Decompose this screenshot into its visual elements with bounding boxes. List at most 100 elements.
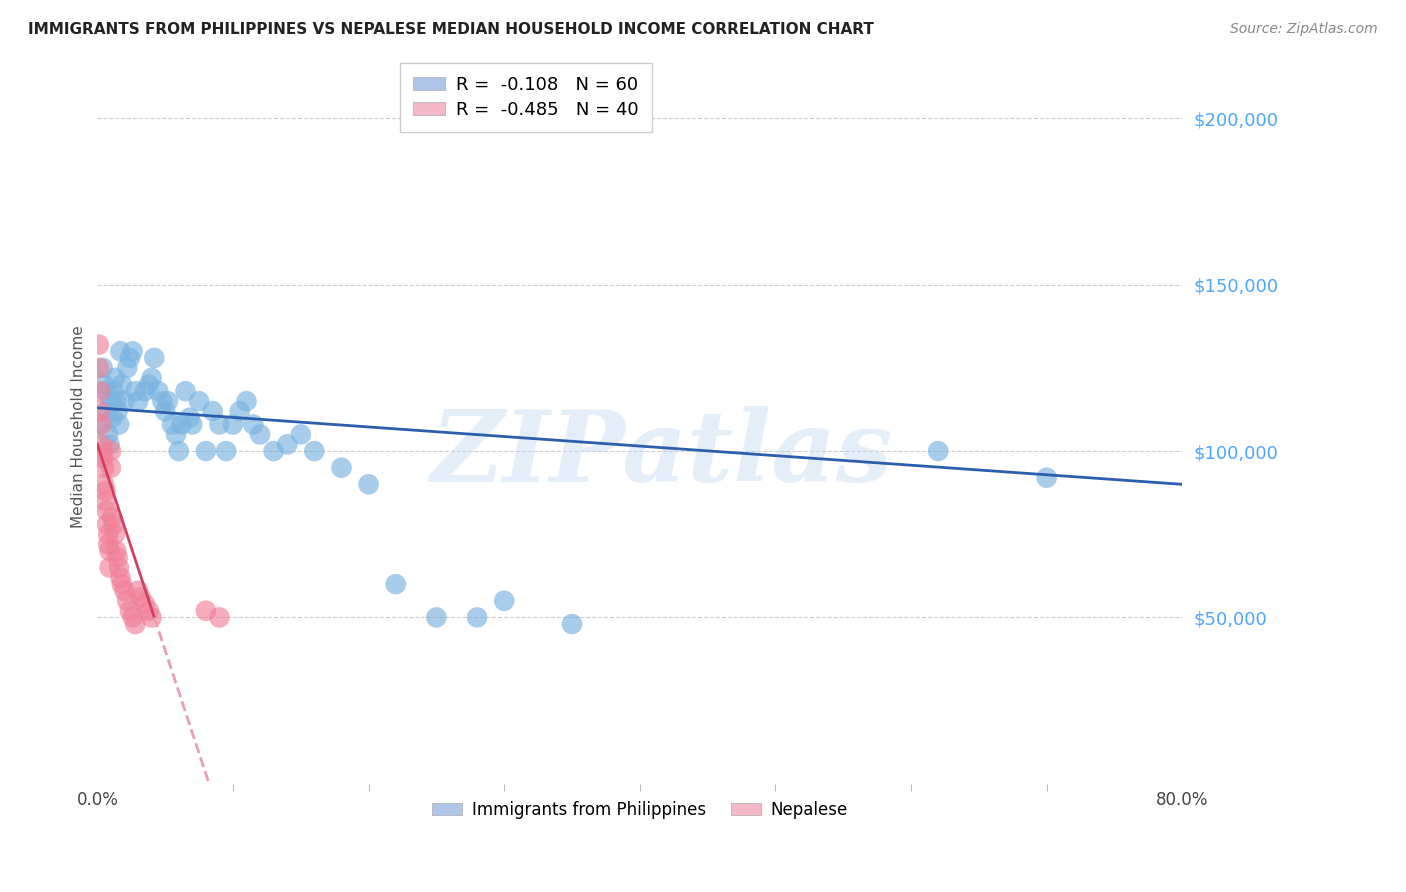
Point <box>100 460 122 475</box>
Point <box>108 417 131 432</box>
Point <box>101 410 124 425</box>
Point <box>93 377 115 392</box>
Point <box>96 504 118 518</box>
Point <box>222 417 245 432</box>
Point <box>103 517 125 532</box>
Point <box>105 544 128 558</box>
Text: Source: ZipAtlas.com: Source: ZipAtlas.com <box>1230 22 1378 37</box>
Text: ZIPatlas: ZIPatlas <box>430 407 893 503</box>
Point <box>181 417 204 432</box>
Point <box>242 417 264 432</box>
Point <box>141 610 163 624</box>
Point <box>134 384 156 399</box>
Point <box>384 577 406 591</box>
Point <box>134 597 156 611</box>
Point <box>94 494 117 508</box>
Point <box>91 450 114 465</box>
Point <box>235 394 257 409</box>
Point <box>100 394 122 409</box>
Point <box>263 444 285 458</box>
Point <box>129 591 152 605</box>
Point <box>97 527 120 541</box>
Point <box>118 604 141 618</box>
Point <box>98 560 121 574</box>
Point <box>138 377 160 392</box>
Point <box>561 617 583 632</box>
Point <box>127 394 149 409</box>
Point <box>357 477 380 491</box>
Point <box>87 360 110 375</box>
Point <box>104 371 127 385</box>
Text: IMMIGRANTS FROM PHILIPPINES VS NEPALESE MEDIAN HOUSEHOLD INCOME CORRELATION CHAR: IMMIGRANTS FROM PHILIPPINES VS NEPALESE … <box>28 22 875 37</box>
Y-axis label: Median Household Income: Median Household Income <box>72 325 86 527</box>
Point <box>89 384 111 399</box>
Point <box>107 550 129 565</box>
Legend: Immigrants from Philippines, Nepalese: Immigrants from Philippines, Nepalese <box>425 794 855 825</box>
Point <box>165 427 187 442</box>
Point <box>153 404 176 418</box>
Point <box>111 577 134 591</box>
Point <box>124 617 146 632</box>
Point <box>97 427 120 442</box>
Point <box>114 394 136 409</box>
Point <box>110 344 132 359</box>
Point <box>89 417 111 432</box>
Point <box>115 360 138 375</box>
Point <box>152 394 174 409</box>
Point <box>148 384 170 399</box>
Point <box>138 604 160 618</box>
Point <box>96 517 118 532</box>
Point <box>111 377 134 392</box>
Point <box>127 583 149 598</box>
Point <box>89 404 111 418</box>
Point <box>194 444 217 458</box>
Point <box>194 604 217 618</box>
Point <box>304 444 326 458</box>
Point <box>104 527 127 541</box>
Point <box>96 404 118 418</box>
Point <box>167 444 190 458</box>
Point <box>425 610 447 624</box>
Point <box>494 594 516 608</box>
Point <box>91 444 114 458</box>
Point <box>115 594 138 608</box>
Point <box>94 483 117 498</box>
Point <box>90 417 112 432</box>
Point <box>121 610 143 624</box>
Point <box>330 460 353 475</box>
Point <box>160 417 183 432</box>
Point <box>143 351 166 365</box>
Point <box>179 410 201 425</box>
Point <box>174 384 197 399</box>
Point <box>208 417 231 432</box>
Point <box>1035 471 1057 485</box>
Point <box>249 427 271 442</box>
Point <box>98 544 121 558</box>
Point <box>290 427 312 442</box>
Point <box>141 371 163 385</box>
Point <box>121 344 143 359</box>
Point <box>215 444 238 458</box>
Point <box>93 477 115 491</box>
Point <box>98 437 121 451</box>
Point <box>114 583 136 598</box>
Point <box>229 404 252 418</box>
Point <box>90 437 112 451</box>
Point <box>93 460 115 475</box>
Point <box>208 610 231 624</box>
Point <box>94 384 117 399</box>
Point <box>100 444 122 458</box>
Point <box>108 560 131 574</box>
Point <box>91 360 114 375</box>
Point <box>110 570 132 584</box>
Point <box>118 351 141 365</box>
Point <box>97 537 120 551</box>
Point <box>101 510 124 524</box>
Point <box>188 394 211 409</box>
Point <box>87 337 110 351</box>
Point <box>105 394 128 409</box>
Point <box>276 437 298 451</box>
Point <box>156 394 179 409</box>
Point <box>465 610 488 624</box>
Point <box>170 417 193 432</box>
